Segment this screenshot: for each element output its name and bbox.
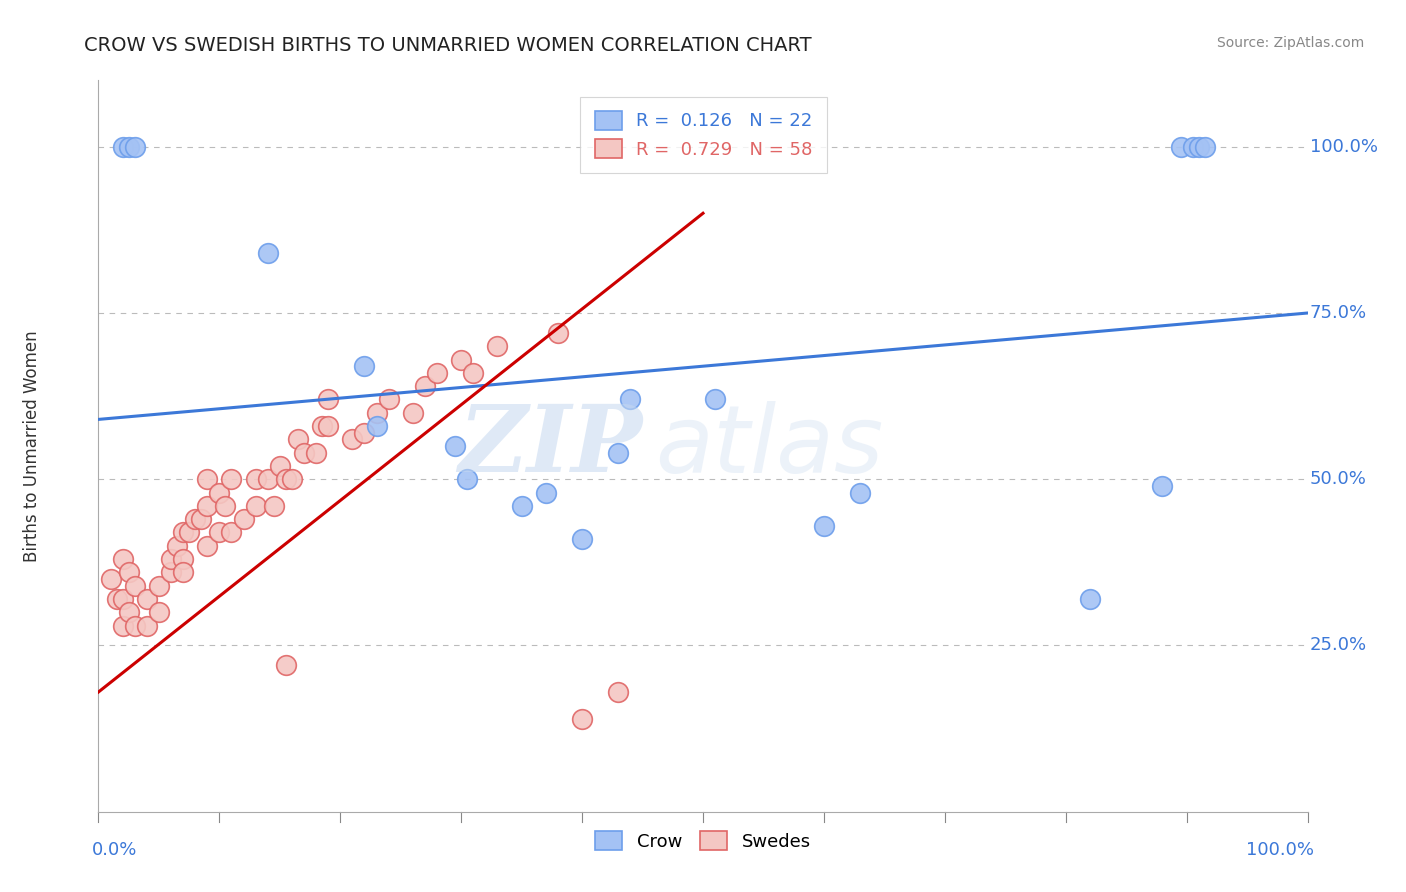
Point (619, 392, 641, 407)
Point (704, 392, 727, 407)
Point (1194, 140, 1216, 154)
Point (366, 419, 388, 434)
Point (221, 472, 243, 486)
Point (190, 512, 212, 526)
Point (1181, 140, 1204, 154)
Text: 50.0%: 50.0% (1310, 470, 1367, 488)
Point (160, 566, 183, 580)
Text: 0.0%: 0.0% (93, 841, 138, 859)
Point (607, 685, 630, 699)
Point (456, 472, 478, 486)
Point (444, 439, 467, 453)
Point (118, 605, 141, 619)
Point (486, 339, 509, 353)
Text: ZIP: ZIP (458, 401, 643, 491)
Point (353, 359, 375, 374)
Point (135, 618, 157, 632)
Legend: Crow, Swedes: Crow, Swedes (581, 817, 825, 865)
Point (547, 326, 569, 340)
Point (166, 539, 188, 553)
Point (124, 579, 146, 593)
Point (413, 379, 436, 393)
Point (208, 485, 231, 500)
Point (232, 512, 254, 526)
Point (111, 618, 134, 632)
Point (172, 552, 194, 566)
Point (292, 445, 315, 459)
Point (426, 366, 449, 380)
Point (534, 485, 557, 500)
Point (221, 525, 243, 540)
Point (1188, 140, 1211, 154)
Point (316, 419, 339, 434)
Text: Source: ZipAtlas.com: Source: ZipAtlas.com (1216, 36, 1364, 50)
Text: Births to Unmarried Women: Births to Unmarried Women (22, 330, 41, 562)
Text: 25.0%: 25.0% (1310, 637, 1367, 655)
Point (148, 605, 170, 619)
Point (124, 618, 146, 632)
Point (245, 499, 267, 513)
Point (118, 566, 141, 580)
Point (366, 406, 388, 420)
Text: 100.0%: 100.0% (1310, 137, 1378, 156)
Point (607, 445, 630, 459)
Point (195, 499, 218, 513)
Point (463, 366, 485, 380)
Point (1170, 140, 1192, 154)
Point (281, 472, 304, 486)
Point (111, 140, 134, 154)
Point (571, 532, 593, 546)
Point (342, 433, 364, 447)
Point (813, 518, 835, 533)
Point (377, 392, 399, 407)
Point (263, 499, 285, 513)
Point (287, 433, 309, 447)
Point (172, 566, 194, 580)
Point (316, 392, 339, 407)
Point (135, 591, 157, 606)
Point (111, 552, 134, 566)
Point (195, 539, 218, 553)
Point (208, 525, 231, 540)
Point (274, 472, 297, 486)
Text: 75.0%: 75.0% (1310, 304, 1367, 322)
Point (256, 472, 278, 486)
Point (1078, 591, 1101, 606)
Point (402, 406, 425, 420)
Point (118, 140, 141, 154)
Point (305, 445, 328, 459)
Point (111, 591, 134, 606)
Point (571, 712, 593, 726)
Point (195, 472, 218, 486)
Point (256, 246, 278, 260)
Point (160, 552, 183, 566)
Point (214, 499, 236, 513)
Point (274, 658, 297, 673)
Point (105, 591, 128, 606)
Text: 100.0%: 100.0% (1246, 841, 1313, 859)
Point (172, 525, 194, 540)
Legend: R =  0.126   N = 22, R =  0.729   N = 58: R = 0.126 N = 22, R = 0.729 N = 58 (581, 96, 827, 173)
Text: CROW VS SWEDISH BIRTHS TO UNMARRIED WOMEN CORRELATION CHART: CROW VS SWEDISH BIRTHS TO UNMARRIED WOME… (84, 36, 813, 54)
Point (311, 419, 333, 434)
Point (124, 140, 146, 154)
Point (849, 485, 872, 500)
Point (353, 425, 375, 440)
Point (245, 472, 267, 486)
Point (1152, 479, 1174, 493)
Point (450, 352, 472, 367)
Point (184, 512, 207, 526)
Text: atlas: atlas (655, 401, 883, 491)
Point (269, 458, 291, 473)
Point (100, 572, 122, 586)
Point (510, 499, 533, 513)
Point (148, 579, 170, 593)
Point (179, 525, 201, 540)
